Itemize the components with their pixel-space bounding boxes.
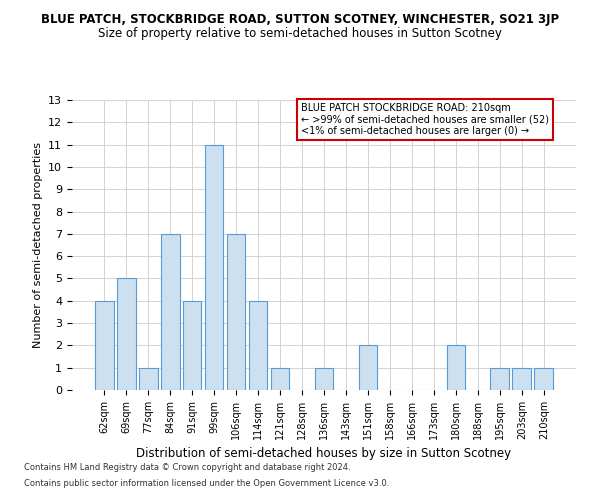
Y-axis label: Number of semi-detached properties: Number of semi-detached properties xyxy=(32,142,43,348)
Bar xyxy=(314,368,334,390)
Bar xyxy=(446,346,465,390)
Bar xyxy=(490,368,509,390)
Bar xyxy=(95,301,113,390)
Text: Contains public sector information licensed under the Open Government Licence v3: Contains public sector information licen… xyxy=(24,478,389,488)
Bar xyxy=(535,368,553,390)
Text: Contains HM Land Registry data © Crown copyright and database right 2024.: Contains HM Land Registry data © Crown c… xyxy=(24,464,350,472)
Bar xyxy=(161,234,179,390)
Text: BLUE PATCH STOCKBRIDGE ROAD: 210sqm
← >99% of semi-detached houses are smaller (: BLUE PATCH STOCKBRIDGE ROAD: 210sqm ← >9… xyxy=(301,103,550,136)
Bar xyxy=(205,144,223,390)
Text: BLUE PATCH, STOCKBRIDGE ROAD, SUTTON SCOTNEY, WINCHESTER, SO21 3JP: BLUE PATCH, STOCKBRIDGE ROAD, SUTTON SCO… xyxy=(41,12,559,26)
Bar xyxy=(271,368,289,390)
X-axis label: Distribution of semi-detached houses by size in Sutton Scotney: Distribution of semi-detached houses by … xyxy=(136,448,512,460)
Bar xyxy=(249,301,268,390)
Bar xyxy=(117,278,136,390)
Bar xyxy=(139,368,158,390)
Bar xyxy=(183,301,202,390)
Bar xyxy=(512,368,531,390)
Bar xyxy=(359,346,377,390)
Text: Size of property relative to semi-detached houses in Sutton Scotney: Size of property relative to semi-detach… xyxy=(98,28,502,40)
Bar xyxy=(227,234,245,390)
